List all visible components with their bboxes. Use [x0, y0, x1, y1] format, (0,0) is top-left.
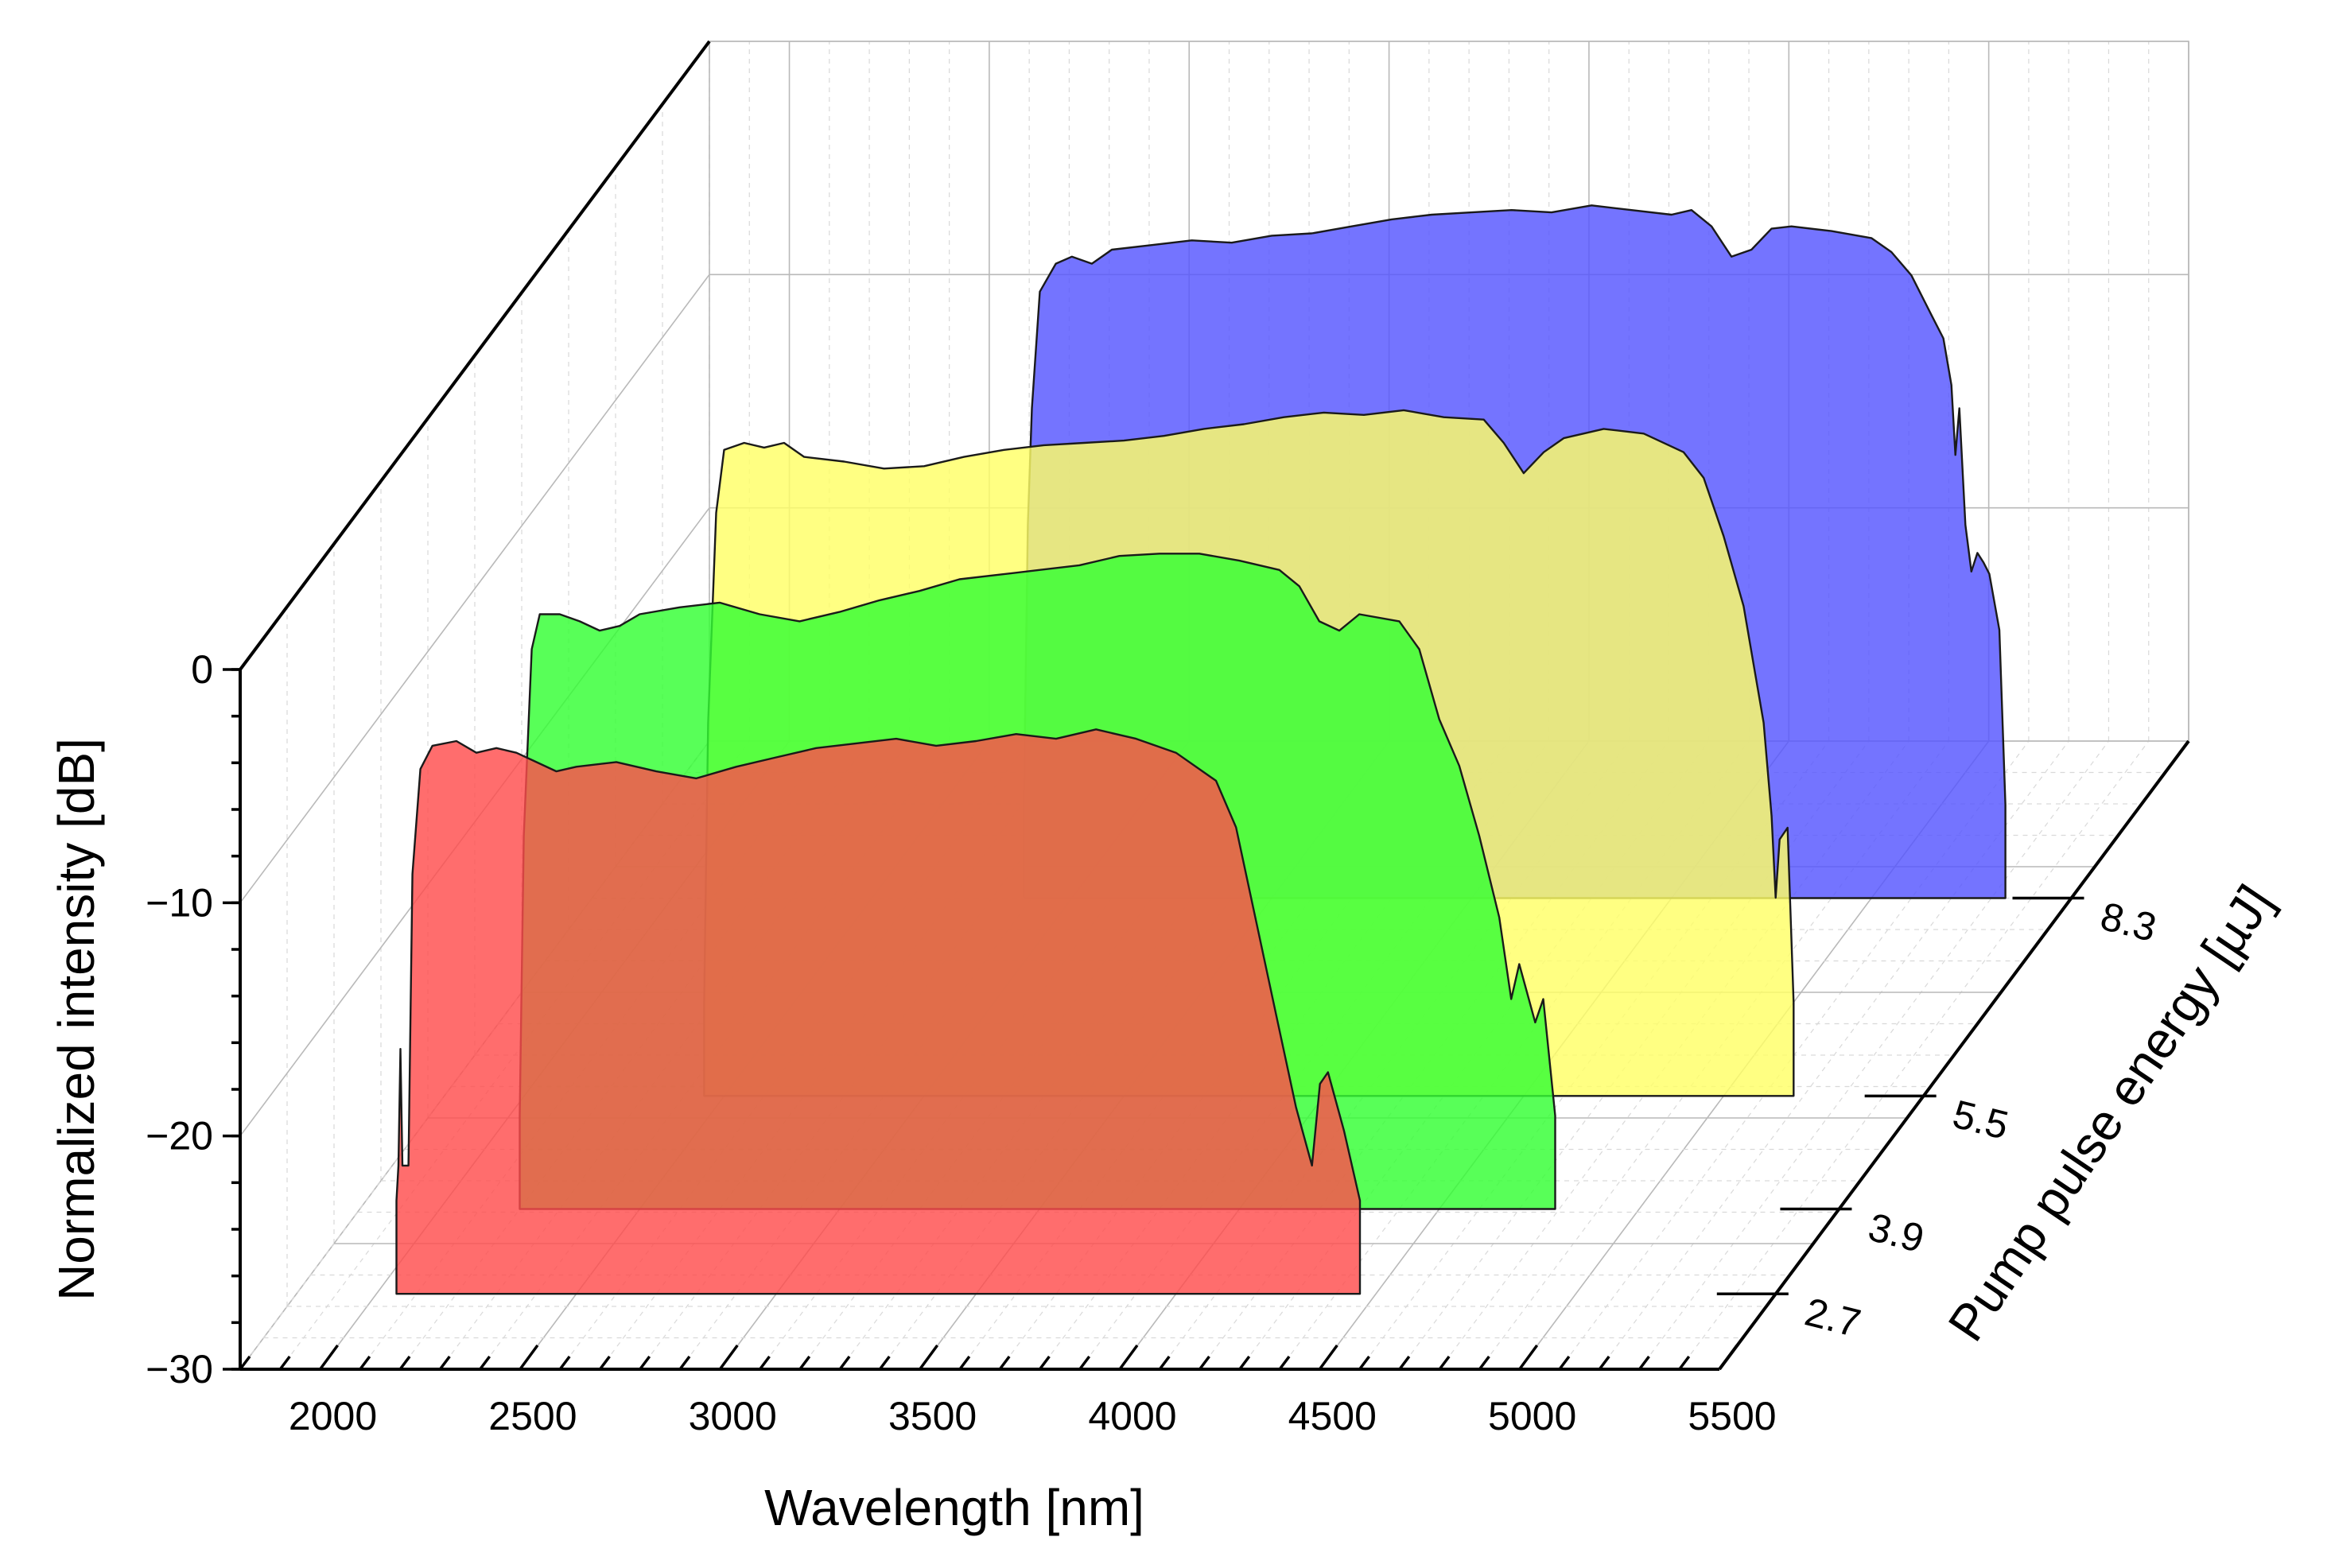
x-tick-mark [1039, 1355, 1051, 1371]
x-tick-mark [1318, 1344, 1338, 1371]
x-tick-label: 4500 [1288, 1394, 1377, 1438]
x-tick-mark [718, 1344, 739, 1371]
back-wall-frame [709, 41, 2189, 741]
x-tick-mark [398, 1355, 411, 1371]
z-axis-title: Normalized intensity [dB] [48, 738, 105, 1301]
x-tick-mark [1278, 1355, 1291, 1371]
side-wall-gridline [239, 274, 710, 903]
z-axis-depth-line [239, 40, 711, 671]
axes: 0 −10 −20 −30 2000 2500 3000 3500 4000 4500 5000 5… [146, 40, 2190, 1438]
x-tick-mark [1478, 1355, 1490, 1371]
x-tick-mark [1518, 1344, 1539, 1371]
x-tick-label: 5000 [1488, 1394, 1576, 1438]
x-tick-label: 5500 [1688, 1394, 1776, 1438]
x-tick-mark [1238, 1355, 1251, 1371]
x-tick-mark [1558, 1355, 1571, 1371]
z-tick-label: 0 [191, 647, 213, 692]
x-tick-label: 4000 [1088, 1394, 1176, 1438]
x-tick-mark [998, 1355, 1011, 1371]
y-tick-label: 2.7 [1801, 1290, 1865, 1346]
x-tick-mark [1438, 1355, 1451, 1371]
floor-gridline [1679, 740, 2150, 1370]
x-tick-mark [239, 1355, 251, 1371]
x-tick-mark [798, 1355, 811, 1371]
x-tick-mark [1158, 1355, 1171, 1371]
z-tick-label: −10 [146, 880, 213, 925]
y-tick-label: 5.5 [1948, 1092, 2013, 1148]
z-tick-label: −30 [146, 1347, 213, 1391]
z-axis: 0 −10 −20 −30 [146, 40, 711, 1391]
x-axis: 2000 2500 3000 3500 4000 4500 5000 5500 [239, 1344, 1777, 1438]
x-tick-mark [479, 1355, 491, 1371]
x-tick-mark [1638, 1355, 1650, 1371]
floor-gridline [1638, 740, 2109, 1370]
x-tick-mark [319, 1344, 339, 1371]
x-tick-label: 2000 [289, 1394, 377, 1438]
x-tick-mark [759, 1355, 771, 1371]
x-tick-mark [878, 1355, 891, 1371]
y-tick-label: 3.9 [1864, 1205, 1929, 1261]
spectrum-area [395, 728, 1362, 1295]
x-tick-mark [278, 1355, 291, 1371]
y-tick-label: 8.3 [2096, 894, 2161, 950]
z-tick-label: −20 [146, 1114, 213, 1159]
x-tick-mark [678, 1355, 691, 1371]
x-tick-mark [1358, 1355, 1370, 1371]
x-axis-title: Wavelength [nm] [764, 1479, 1144, 1536]
x-tick-label: 3000 [689, 1394, 777, 1438]
x-tick-mark [599, 1355, 611, 1371]
y-axis-line [1718, 739, 2190, 1371]
x-tick-mark [359, 1355, 371, 1371]
x-tick-mark [919, 1344, 939, 1371]
x-tick-mark [1118, 1344, 1139, 1371]
x-tick-mark [1078, 1355, 1091, 1371]
x-tick-mark [1598, 1355, 1610, 1371]
x-tick-label: 2500 [488, 1394, 577, 1438]
x-tick-mark [1199, 1355, 1210, 1371]
x-tick-mark [639, 1355, 651, 1371]
x-tick-label: 3500 [888, 1394, 977, 1438]
x-tick-mark [438, 1355, 451, 1371]
x-tick-mark [558, 1355, 571, 1371]
x-tick-mark [1398, 1355, 1411, 1371]
x-tick-mark [958, 1355, 971, 1371]
spectra-layers [395, 204, 2007, 1295]
x-tick-mark [519, 1344, 539, 1371]
x-tick-mark [1678, 1355, 1691, 1371]
x-tick-mark [838, 1355, 851, 1371]
